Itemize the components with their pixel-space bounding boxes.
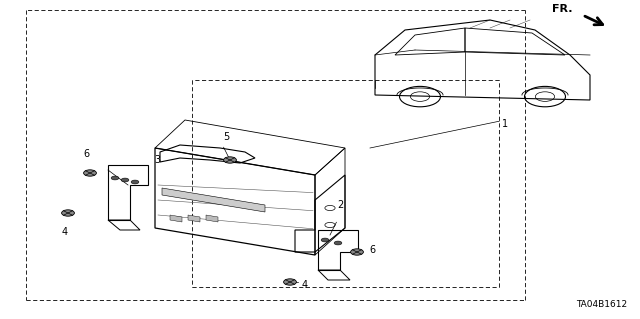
Circle shape <box>131 180 139 184</box>
Circle shape <box>284 279 296 285</box>
Circle shape <box>121 178 129 182</box>
Text: TA04B1612: TA04B1612 <box>576 300 627 309</box>
Text: 3: 3 <box>154 155 161 165</box>
Text: FR.: FR. <box>552 4 573 14</box>
Polygon shape <box>170 215 182 222</box>
Polygon shape <box>188 215 200 222</box>
Text: 4: 4 <box>61 227 68 237</box>
Text: 5: 5 <box>223 132 230 143</box>
Circle shape <box>334 241 342 245</box>
Polygon shape <box>206 215 218 222</box>
Circle shape <box>351 249 364 255</box>
Circle shape <box>321 238 329 242</box>
Text: 6: 6 <box>84 149 90 159</box>
Circle shape <box>84 170 97 176</box>
Circle shape <box>61 210 74 216</box>
Polygon shape <box>162 188 265 212</box>
Text: 1: 1 <box>502 119 509 130</box>
Text: 6: 6 <box>370 245 376 256</box>
Text: 4: 4 <box>301 280 308 290</box>
Circle shape <box>111 176 119 180</box>
Circle shape <box>223 157 236 163</box>
Text: 2: 2 <box>337 200 344 211</box>
